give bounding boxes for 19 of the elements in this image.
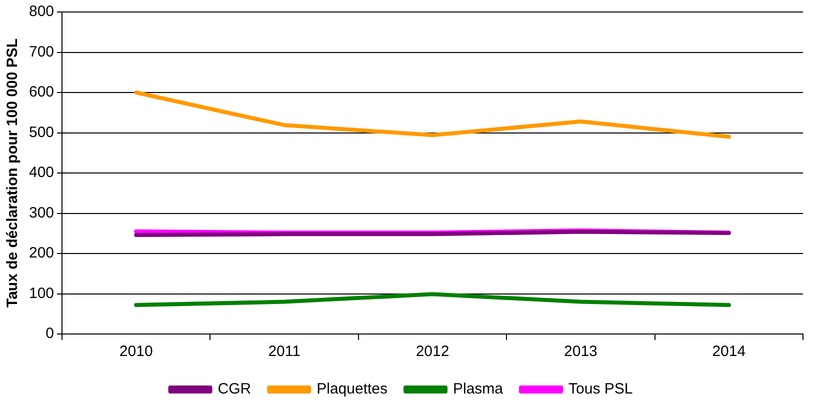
- y-tick-label: 700: [28, 43, 54, 60]
- y-tick-label: 600: [28, 84, 54, 101]
- y-axis-title: Taux de déclaration pour 100 000 PSL: [4, 38, 22, 308]
- x-tick-label: 2012: [416, 343, 450, 360]
- x-tick-label: 2011: [268, 343, 300, 360]
- x-tick-label: 2014: [712, 343, 746, 360]
- y-tick-label: 200: [28, 244, 54, 262]
- legend-label: Plaquettes: [316, 380, 388, 398]
- y-tick-label: 0: [46, 325, 54, 342]
- legend-label: Tous PSL: [568, 380, 633, 398]
- y-tick-label: 500: [28, 124, 54, 141]
- y-tick-label: 100: [28, 284, 54, 302]
- x-tick-label: 2010: [119, 343, 153, 360]
- y-tick-label: 300: [28, 204, 54, 222]
- y-tick-label: 400: [28, 164, 54, 182]
- legend-label: Plasma: [453, 380, 504, 398]
- y-tick-label: 800: [28, 3, 54, 20]
- legend-label: CGR: [218, 380, 252, 398]
- x-tick-label: 2013: [564, 343, 598, 360]
